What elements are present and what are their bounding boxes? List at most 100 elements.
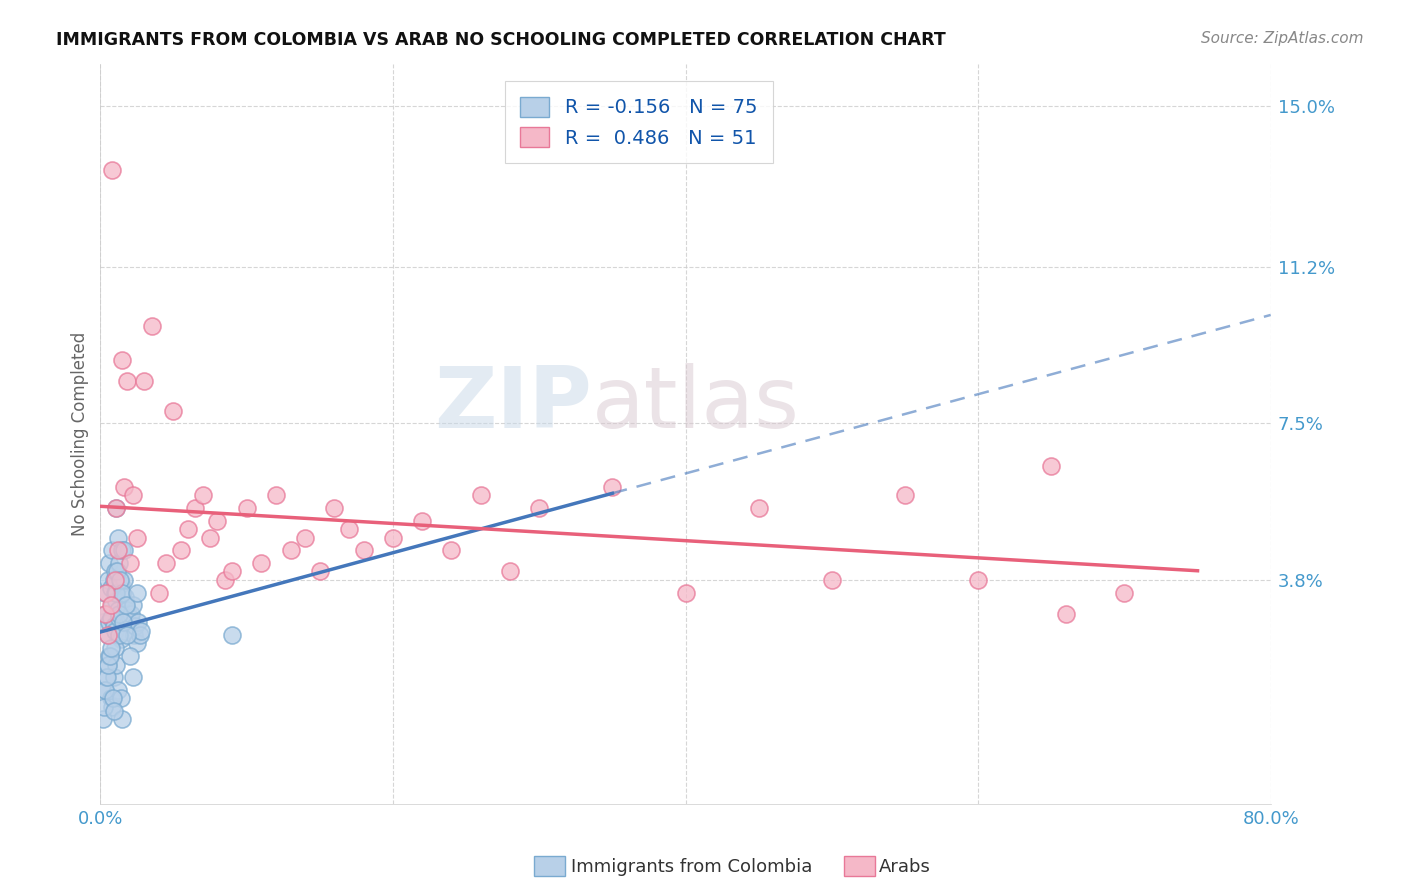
Point bbox=[323, 501, 346, 516]
Point bbox=[103, 670, 125, 684]
Point bbox=[98, 615, 121, 630]
Point bbox=[894, 488, 917, 502]
Point bbox=[101, 543, 124, 558]
Point bbox=[141, 319, 163, 334]
Point bbox=[115, 599, 138, 613]
Point bbox=[111, 607, 134, 621]
Point bbox=[127, 615, 149, 630]
Point bbox=[821, 573, 844, 587]
Point bbox=[108, 573, 131, 587]
Point bbox=[120, 607, 142, 621]
Point bbox=[131, 624, 153, 638]
Point bbox=[96, 670, 118, 684]
Point bbox=[155, 556, 177, 570]
Point bbox=[337, 522, 360, 536]
Point bbox=[107, 682, 129, 697]
Point bbox=[221, 628, 243, 642]
Point bbox=[105, 501, 128, 516]
Text: atlas: atlas bbox=[592, 363, 800, 446]
Point bbox=[104, 565, 127, 579]
Point bbox=[101, 691, 124, 706]
Point bbox=[177, 522, 200, 536]
Point bbox=[162, 404, 184, 418]
Point bbox=[191, 488, 214, 502]
Point bbox=[170, 543, 193, 558]
Point bbox=[100, 599, 122, 613]
Point bbox=[103, 619, 125, 633]
Point bbox=[112, 624, 135, 638]
Point bbox=[108, 611, 131, 625]
Text: Arabs: Arabs bbox=[879, 858, 931, 876]
Point bbox=[93, 682, 115, 697]
Point bbox=[207, 514, 229, 528]
Point bbox=[250, 556, 273, 570]
Text: 0.0%: 0.0% bbox=[77, 811, 124, 829]
Point bbox=[499, 565, 522, 579]
Point bbox=[111, 543, 134, 558]
Point bbox=[104, 624, 127, 638]
Point bbox=[108, 556, 131, 570]
Point bbox=[97, 573, 120, 587]
Text: Source: ZipAtlas.com: Source: ZipAtlas.com bbox=[1201, 31, 1364, 46]
Point bbox=[105, 501, 128, 516]
Point bbox=[125, 531, 148, 545]
Point bbox=[110, 632, 132, 647]
Point bbox=[967, 573, 990, 587]
Point bbox=[94, 682, 117, 697]
Point bbox=[103, 573, 125, 587]
Point bbox=[1114, 585, 1136, 599]
Point bbox=[353, 543, 375, 558]
Point bbox=[264, 488, 287, 502]
Point bbox=[1054, 607, 1077, 621]
Point bbox=[470, 488, 492, 502]
Point bbox=[184, 501, 207, 516]
Point bbox=[115, 374, 138, 388]
Point bbox=[118, 556, 141, 570]
Point bbox=[121, 488, 143, 502]
Point bbox=[107, 602, 129, 616]
Point bbox=[105, 657, 128, 672]
Point bbox=[96, 670, 118, 684]
Point bbox=[117, 615, 139, 630]
Point bbox=[104, 585, 127, 599]
Point bbox=[148, 585, 170, 599]
Point bbox=[125, 585, 148, 599]
Point bbox=[107, 607, 129, 621]
Point bbox=[98, 556, 121, 570]
Point bbox=[122, 628, 145, 642]
Point bbox=[118, 648, 141, 663]
Text: Immigrants from Colombia: Immigrants from Colombia bbox=[571, 858, 813, 876]
Point bbox=[91, 713, 114, 727]
Point bbox=[198, 531, 221, 545]
Point bbox=[117, 628, 139, 642]
Point bbox=[107, 543, 129, 558]
Point bbox=[440, 543, 463, 558]
Point bbox=[100, 691, 122, 706]
Text: 80.0%: 80.0% bbox=[1243, 811, 1299, 829]
Point bbox=[110, 585, 132, 599]
Point bbox=[104, 573, 127, 587]
Point bbox=[280, 543, 302, 558]
Point bbox=[121, 670, 143, 684]
Text: ZIP: ZIP bbox=[434, 363, 592, 446]
Point bbox=[411, 514, 433, 528]
Point bbox=[128, 628, 150, 642]
Point bbox=[308, 565, 330, 579]
Point bbox=[93, 607, 115, 621]
Point bbox=[100, 582, 122, 596]
Point bbox=[602, 480, 624, 494]
Point bbox=[100, 611, 122, 625]
Point bbox=[103, 704, 125, 718]
Point bbox=[101, 699, 124, 714]
Point bbox=[93, 699, 115, 714]
Point bbox=[235, 501, 257, 516]
Point bbox=[97, 657, 120, 672]
Point bbox=[114, 590, 136, 604]
Point bbox=[100, 640, 122, 655]
Point bbox=[107, 531, 129, 545]
Point bbox=[104, 640, 127, 655]
Point bbox=[214, 573, 236, 587]
Point bbox=[98, 648, 121, 663]
Point bbox=[121, 599, 143, 613]
Point bbox=[98, 648, 121, 663]
